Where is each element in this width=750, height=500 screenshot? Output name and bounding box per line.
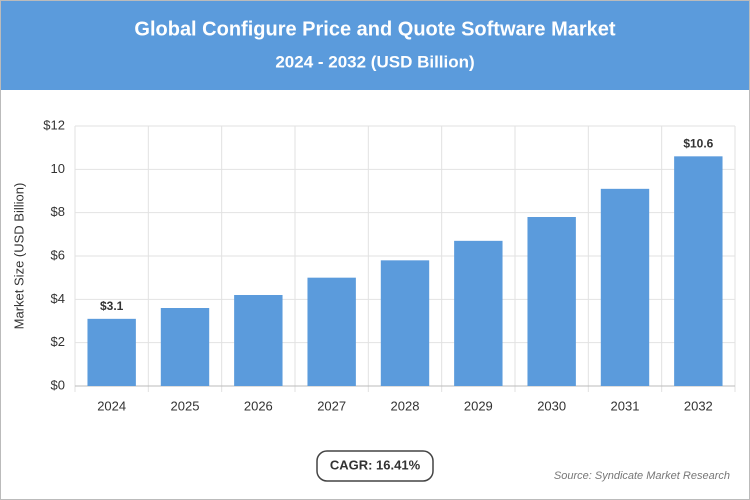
- y-tick-label: $12: [43, 117, 65, 132]
- value-label: $3.1: [100, 299, 124, 313]
- y-tick-label: $8: [51, 204, 65, 219]
- y-axis-label: Market Size (USD Billion): [11, 183, 26, 330]
- x-tick-label: 2029: [464, 398, 493, 413]
- x-tick-label: 2030: [537, 398, 566, 413]
- bar: [87, 318, 136, 386]
- cagr-annotation: CAGR: 16.41%: [330, 457, 421, 472]
- bar: [160, 308, 210, 386]
- y-tick-label: $2: [51, 334, 65, 349]
- bar: [454, 240, 503, 386]
- x-tick-label: 2027: [317, 398, 346, 413]
- bar: [527, 217, 576, 386]
- x-tick-label: 2024: [97, 398, 126, 413]
- chart-title: Global Configure Price and Quote Softwar…: [134, 18, 616, 40]
- y-tick-label: $6: [51, 247, 65, 262]
- bar: [380, 260, 430, 386]
- x-tick-label: 2031: [611, 398, 640, 413]
- bar: [307, 277, 356, 386]
- source-note: Source: Syndicate Market Research: [554, 470, 730, 482]
- cagr-box: [316, 450, 434, 482]
- bar: [234, 295, 283, 386]
- y-tick-label: 10: [51, 161, 65, 176]
- bar: [600, 188, 650, 386]
- y-tick-label: $0: [51, 377, 65, 392]
- value-label: $10.6: [683, 137, 713, 151]
- x-tick-label: 2028: [391, 398, 420, 413]
- y-tick-label: $4: [51, 291, 65, 306]
- x-tick-label: 2032: [684, 398, 713, 413]
- x-tick-label: 2026: [244, 398, 273, 413]
- bar: [674, 156, 723, 386]
- chart-subtitle: 2024 - 2032 (USD Billion): [275, 52, 474, 71]
- x-tick-label: 2025: [171, 398, 200, 413]
- header: [1, 1, 749, 90]
